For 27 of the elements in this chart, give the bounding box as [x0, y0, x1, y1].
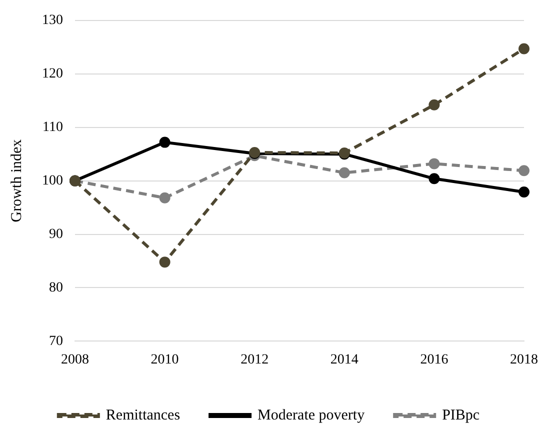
x-tick-label: 2010	[150, 352, 179, 368]
y-tick-label: 120	[42, 66, 63, 82]
point	[159, 192, 170, 204]
point	[518, 165, 530, 176]
legend-label: Remittances	[106, 407, 180, 424]
legend-label: PIBpc	[442, 407, 480, 424]
y-tick-label: 70	[49, 334, 63, 349]
x-tick-label: 2012	[240, 352, 269, 368]
point	[428, 173, 440, 184]
y-tick-label: 110	[42, 120, 63, 136]
x-tick-label: 2018	[510, 352, 538, 368]
y-tick-label: 80	[49, 280, 63, 296]
x-tick-label: 2014	[330, 352, 358, 368]
point	[159, 256, 170, 268]
y-tick-label: 130	[42, 13, 63, 28]
point	[518, 186, 530, 198]
y-tick-label: 100	[42, 173, 63, 188]
point	[338, 167, 350, 178]
point	[159, 136, 170, 148]
y-tick-label: 90	[49, 226, 63, 242]
legend-label: Moderate poverty	[258, 407, 366, 424]
point	[518, 43, 530, 54]
point	[428, 99, 440, 110]
point	[428, 158, 440, 170]
x-tick-label: 2016	[420, 352, 448, 368]
y-axis-title: Growth index	[8, 138, 25, 222]
x-tick-label: 2008	[61, 352, 89, 368]
